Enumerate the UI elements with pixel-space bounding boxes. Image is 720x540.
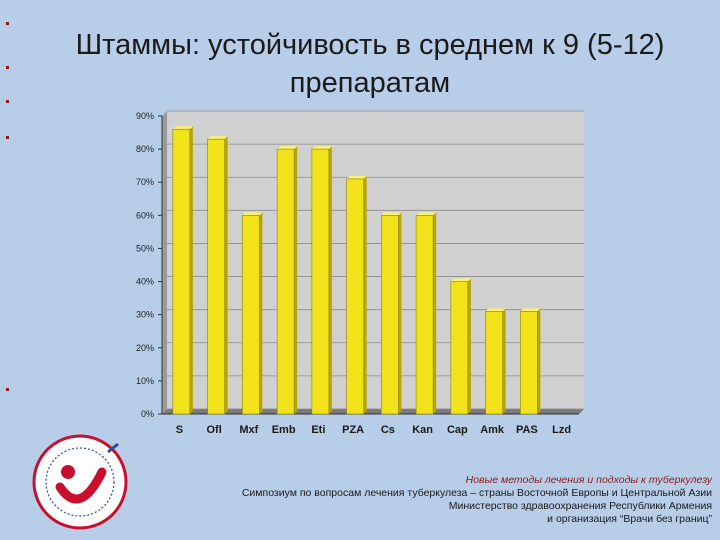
x-tick-label: PZA [342, 424, 364, 436]
bar-top [485, 308, 506, 312]
y-tick-label: 70% [136, 177, 154, 187]
bullet-marker [6, 136, 9, 139]
y-tick-label: 50% [136, 243, 154, 253]
slide-title: Штаммы: устойчивость в среднем к 9 (5-12… [75, 29, 665, 99]
x-tick-label: Mxf [239, 424, 258, 436]
x-tick-label: Amk [480, 424, 505, 436]
bar-side [189, 126, 193, 414]
bar-side [433, 212, 437, 414]
y-tick-label: 60% [136, 210, 154, 220]
x-tick-label: S [176, 424, 183, 436]
plot-side-wall [162, 111, 167, 414]
bar [485, 311, 503, 415]
x-tick-label: Cap [447, 424, 468, 436]
bar [207, 138, 225, 415]
bar-top [277, 146, 298, 150]
x-tick-label: Cs [381, 424, 395, 436]
x-tick-label: Ofl [206, 424, 221, 436]
y-tick-label: 0% [141, 409, 154, 419]
y-tick-label: 10% [136, 376, 154, 386]
y-tick-label: 40% [136, 277, 154, 287]
bullet-marker [6, 66, 9, 69]
footer-line: и организация “Врачи без границ” [547, 513, 712, 525]
x-tick-label: PAS [516, 424, 538, 436]
bar-top [242, 212, 263, 216]
plot-floor [162, 409, 584, 414]
y-tick-label: 90% [136, 111, 154, 121]
bar [520, 311, 538, 415]
footer-line: Новые методы лечения и подходы к туберку… [465, 474, 712, 486]
conference-logo-icon [32, 434, 128, 530]
footer-line: Министерство здравоохранения Республики … [448, 500, 712, 512]
bullet-marker [6, 100, 9, 103]
bar-side [294, 146, 298, 414]
bullet-marker [6, 22, 9, 25]
plot-wall [162, 111, 584, 414]
bar-side [363, 175, 367, 414]
bar-side [328, 146, 332, 414]
bar-top [416, 212, 437, 216]
bar [242, 215, 260, 415]
bar-side [224, 136, 228, 414]
bar-top [450, 278, 471, 282]
bar-top [381, 212, 402, 216]
bar-top [172, 126, 193, 130]
bar [311, 148, 330, 415]
y-tick-label: 20% [136, 343, 154, 353]
bar [415, 215, 434, 415]
bar [450, 281, 469, 415]
bar-side [537, 308, 541, 414]
bar-top [207, 136, 228, 140]
bar-side [259, 212, 263, 414]
x-tick-label: Kan [412, 424, 433, 436]
bar-top [346, 175, 367, 179]
bar-side [502, 308, 506, 414]
bullet-marker [6, 388, 9, 391]
x-tick-label: Emb [272, 424, 296, 436]
bar-side [467, 278, 471, 414]
y-tick-label: 80% [136, 144, 154, 154]
bar-top [520, 308, 541, 312]
y-tick-label: 30% [136, 310, 154, 320]
bar [381, 215, 399, 415]
x-tick-label: Eti [311, 424, 325, 436]
bar [276, 148, 295, 415]
bar [346, 178, 364, 415]
footer-line: Симпозиум по вопросам лечения туберкулез… [241, 487, 712, 499]
bar-top [311, 146, 332, 150]
bar [172, 128, 191, 415]
slide-footer: Новые методы лечения и подходы к туберку… [152, 474, 712, 526]
x-tick-label: Lzd [552, 424, 571, 436]
bar-side [398, 212, 402, 414]
